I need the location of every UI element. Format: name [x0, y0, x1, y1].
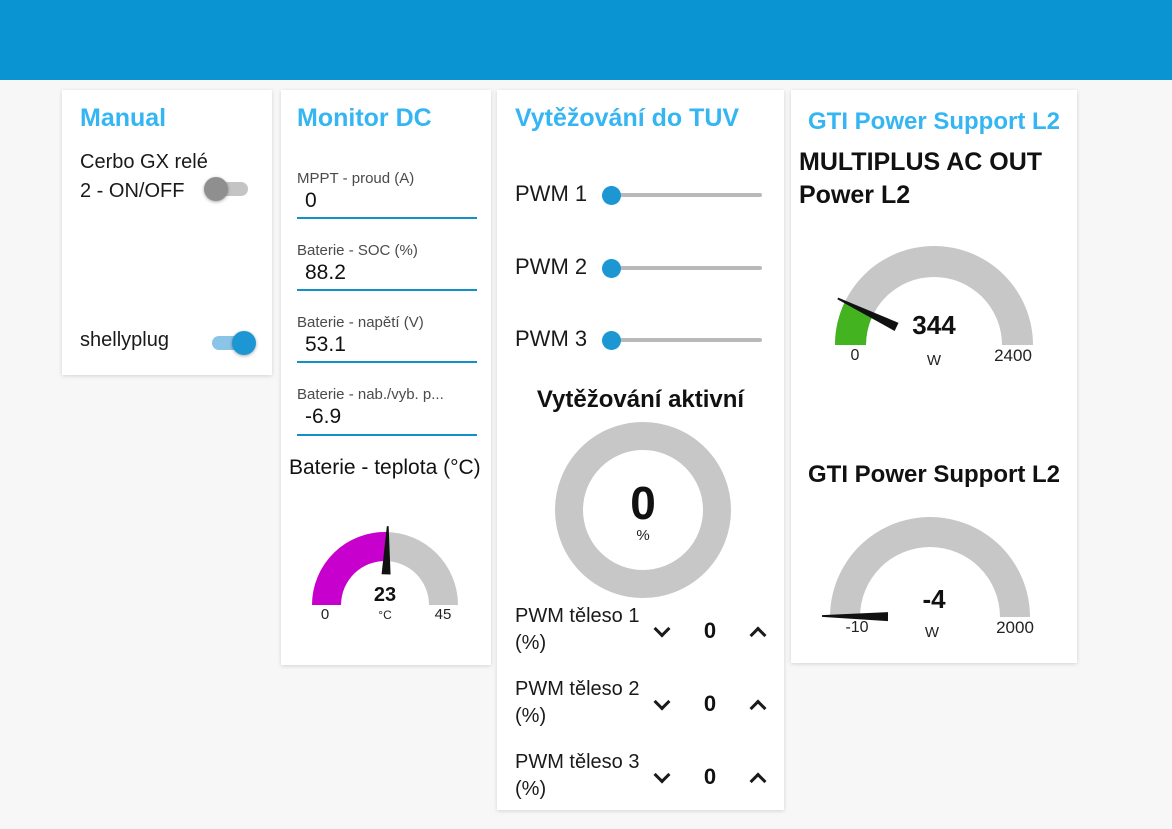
decrement-button[interactable] — [655, 770, 669, 784]
gauge-value: 23 — [373, 584, 397, 606]
field-value-mppt-proud[interactable]: 0 — [305, 189, 317, 212]
gauge-unit: °C — [378, 608, 392, 622]
panel-gti: GTI Power Support L2 MULTIPLUS AC OUT Po… — [791, 90, 1077, 663]
gauge-max: 2400 — [994, 346, 1032, 365]
field-underline — [297, 361, 477, 363]
field-value-baterie-vykon[interactable]: -6.9 — [305, 405, 342, 428]
gauge-min: -10 — [845, 619, 869, 636]
gauge-title-gti-power: GTI Power Support L2 — [807, 461, 1061, 488]
pwm2-slider[interactable] — [603, 266, 762, 270]
stepper-value[interactable]: 0 — [703, 691, 717, 716]
gauge-max: 45 — [434, 606, 452, 623]
gauge-min: 0 — [320, 606, 330, 623]
gauge-title-multiplus: MULTIPLUS AC OUT Power L2 — [799, 148, 1043, 209]
donut-title: Vytěžování aktivní — [536, 386, 745, 413]
gauge-unit: W — [926, 352, 942, 369]
slider-label-pwm2: PWM 2 — [515, 254, 588, 279]
switch-label-shellyplug: shellyplug — [80, 329, 169, 351]
stepper-value[interactable]: 0 — [703, 618, 717, 643]
gauge-max: 2000 — [996, 618, 1034, 637]
field-label-mppt-proud: MPPT - proud (A) — [297, 170, 415, 187]
field-value-baterie-napeti[interactable]: 53.1 — [305, 333, 346, 356]
decrement-button[interactable] — [655, 624, 669, 638]
donut-unit: % — [636, 527, 650, 544]
gauge-value: -4 — [922, 584, 946, 614]
panel-tuv: Vytěžování do TUV PWM 1 PWM 2 PWM 3 Vytě… — [497, 90, 784, 810]
gauge-title-baterie-teplota: Baterie - teplota (°C) — [289, 456, 481, 479]
gauge-min: 0 — [850, 347, 860, 364]
panel-title-manual: Manual — [80, 104, 167, 132]
decrement-button[interactable] — [655, 697, 669, 711]
stepper-label-pwm-teleso-2: PWM těleso 2 (%) — [515, 678, 640, 727]
switch-label-cerbo-relay: Cerbo GX relé 2 - ON/OFF — [80, 151, 208, 202]
donut-value: 0 — [630, 477, 656, 529]
toggle-thumb — [232, 331, 256, 355]
increment-button[interactable] — [751, 770, 765, 784]
gti-power-gauge — [821, 517, 1030, 622]
field-underline — [297, 434, 477, 436]
panel-title-tuv: Vytěžování do TUV — [515, 104, 740, 132]
stepper-label-pwm-teleso-3: PWM těleso 3 (%) — [515, 751, 640, 800]
slider-label-pwm3: PWM 3 — [515, 326, 588, 351]
pwm3-slider[interactable] — [603, 338, 762, 342]
field-underline — [297, 289, 477, 291]
toggle-thumb — [204, 177, 228, 201]
panel-title-gti: GTI Power Support L2 — [807, 108, 1061, 135]
field-label-baterie-soc: Baterie - SOC (%) — [297, 242, 418, 259]
field-underline — [297, 217, 477, 219]
panel-manual: Manual Cerbo GX relé 2 - ON/OFF shellypl… — [62, 90, 272, 375]
pwm2-slider-thumb[interactable] — [602, 259, 621, 278]
pwm1-slider[interactable] — [603, 193, 762, 197]
increment-button[interactable] — [751, 624, 765, 638]
field-label-baterie-napeti: Baterie - napětí (V) — [297, 314, 424, 331]
slider-label-pwm1: PWM 1 — [515, 181, 588, 206]
panel-monitor-dc: Monitor DC MPPT - proud (A) 0 Baterie - … — [281, 90, 491, 665]
panel-title-monitor-dc: Monitor DC — [297, 104, 432, 132]
top-app-bar — [0, 0, 1172, 80]
stepper-value[interactable]: 0 — [703, 764, 717, 789]
multiplus-power-gauge — [835, 246, 1033, 345]
field-value-baterie-soc[interactable]: 88.2 — [305, 261, 346, 284]
increment-button[interactable] — [751, 697, 765, 711]
pwm3-slider-thumb[interactable] — [602, 331, 621, 350]
temperature-gauge — [312, 526, 458, 605]
donut-gauge — [555, 422, 731, 598]
gauge-unit: W — [924, 624, 940, 641]
pwm1-slider-thumb[interactable] — [602, 186, 621, 205]
stepper-label-pwm-teleso-1: PWM těleso 1 (%) — [515, 605, 640, 654]
field-label-baterie-vykon: Baterie - nab./vyb. p... — [297, 386, 444, 403]
gauge-value: 344 — [912, 310, 956, 340]
